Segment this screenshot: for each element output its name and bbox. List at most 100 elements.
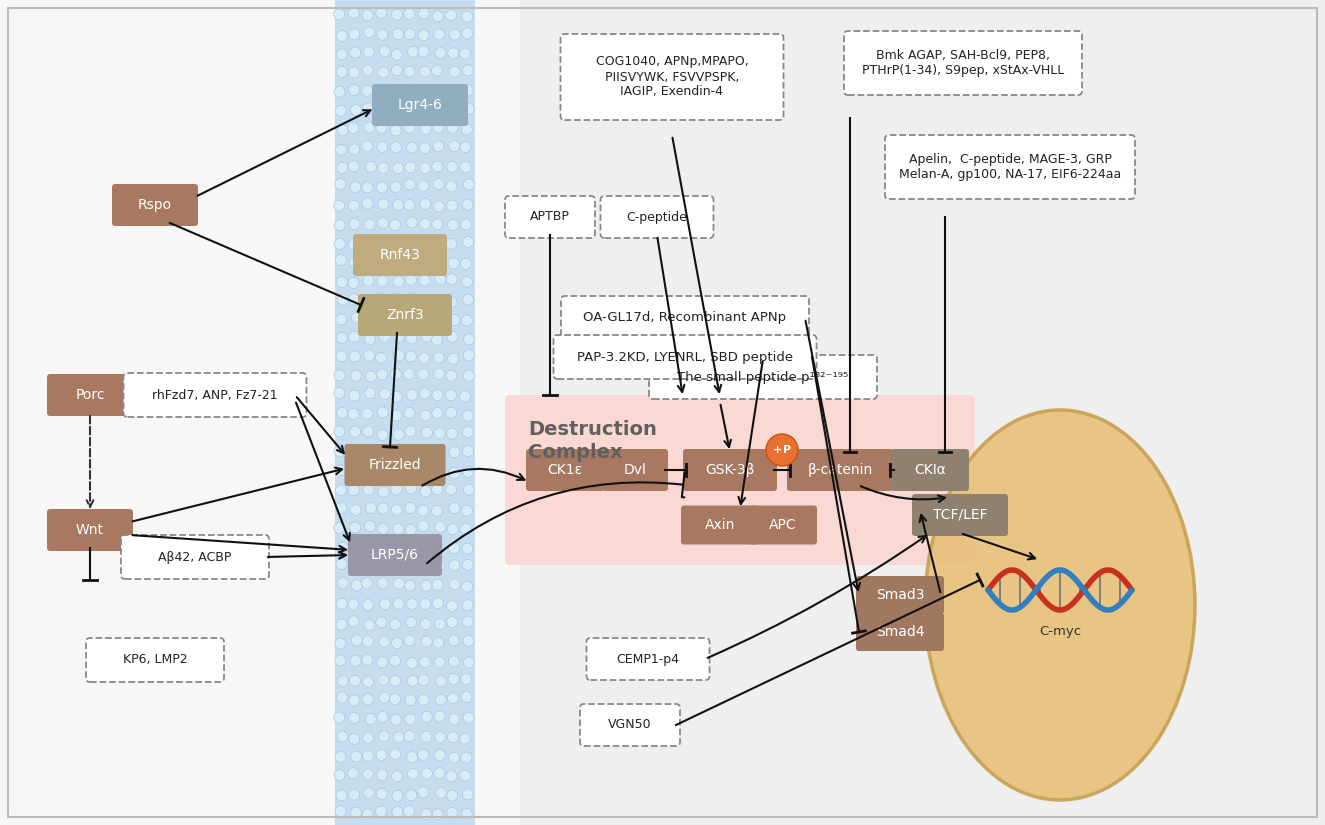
Circle shape [337, 408, 347, 418]
Circle shape [362, 85, 372, 97]
Circle shape [405, 790, 417, 801]
Circle shape [376, 141, 388, 153]
FancyBboxPatch shape [86, 638, 224, 682]
FancyBboxPatch shape [600, 196, 713, 238]
Circle shape [335, 465, 346, 476]
Circle shape [348, 239, 359, 250]
Circle shape [379, 331, 390, 342]
Circle shape [404, 408, 415, 418]
FancyBboxPatch shape [682, 449, 776, 491]
Circle shape [420, 619, 431, 629]
Circle shape [378, 503, 388, 514]
Circle shape [435, 295, 447, 306]
Circle shape [449, 468, 460, 478]
Circle shape [376, 749, 387, 761]
Circle shape [419, 388, 431, 398]
Circle shape [348, 485, 359, 496]
Circle shape [449, 714, 460, 724]
Text: Destruction
Complex: Destruction Complex [527, 420, 657, 463]
Circle shape [348, 408, 359, 420]
Circle shape [350, 445, 360, 456]
FancyBboxPatch shape [505, 395, 975, 565]
Circle shape [464, 370, 474, 381]
Circle shape [363, 27, 375, 38]
Circle shape [337, 620, 347, 630]
Circle shape [447, 332, 458, 342]
Circle shape [420, 219, 431, 229]
Circle shape [407, 389, 417, 400]
Circle shape [337, 351, 347, 361]
Circle shape [420, 143, 431, 153]
Circle shape [421, 711, 432, 722]
Circle shape [435, 236, 447, 247]
Circle shape [404, 122, 415, 134]
Circle shape [362, 10, 374, 21]
FancyBboxPatch shape [681, 506, 759, 544]
Circle shape [337, 31, 347, 41]
Circle shape [335, 484, 346, 496]
Circle shape [462, 427, 473, 437]
Circle shape [433, 560, 445, 572]
FancyBboxPatch shape [554, 335, 816, 379]
Circle shape [460, 733, 470, 744]
Circle shape [350, 465, 360, 476]
Circle shape [433, 201, 444, 212]
Circle shape [391, 182, 401, 192]
Circle shape [351, 105, 362, 116]
Circle shape [445, 370, 457, 381]
Circle shape [404, 369, 415, 380]
Circle shape [376, 7, 387, 18]
Circle shape [405, 617, 416, 628]
Circle shape [376, 182, 387, 193]
Circle shape [421, 314, 432, 324]
Text: PAP-3.2KD, LYENRL, SBD peptide: PAP-3.2KD, LYENRL, SBD peptide [576, 351, 794, 364]
Circle shape [417, 181, 429, 191]
Circle shape [404, 200, 415, 210]
Circle shape [433, 352, 444, 363]
Circle shape [376, 448, 388, 459]
Circle shape [461, 808, 472, 819]
Circle shape [407, 658, 417, 668]
Circle shape [449, 29, 460, 40]
Text: Rspo: Rspo [138, 198, 172, 212]
Circle shape [366, 714, 376, 724]
Circle shape [417, 86, 429, 97]
Circle shape [364, 334, 375, 345]
Circle shape [379, 731, 390, 742]
Circle shape [462, 103, 474, 115]
Circle shape [392, 638, 403, 648]
Circle shape [391, 714, 401, 725]
Circle shape [351, 751, 362, 762]
Circle shape [421, 331, 432, 342]
Circle shape [362, 65, 374, 76]
Circle shape [364, 122, 375, 133]
Circle shape [376, 352, 387, 363]
FancyBboxPatch shape [890, 449, 969, 491]
Circle shape [405, 275, 416, 285]
Circle shape [408, 447, 419, 458]
Circle shape [391, 505, 403, 516]
Circle shape [449, 543, 460, 554]
Circle shape [364, 446, 375, 456]
Text: Znrf3: Znrf3 [386, 308, 424, 322]
Circle shape [348, 161, 359, 172]
Circle shape [376, 789, 387, 799]
Circle shape [460, 258, 472, 269]
Circle shape [432, 103, 443, 115]
Circle shape [462, 199, 473, 210]
FancyBboxPatch shape [885, 135, 1136, 199]
Text: P: P [783, 445, 791, 455]
FancyBboxPatch shape [123, 373, 306, 417]
Circle shape [420, 105, 431, 116]
Circle shape [461, 673, 472, 685]
Circle shape [462, 543, 473, 554]
Circle shape [350, 504, 362, 516]
Circle shape [435, 750, 445, 761]
Circle shape [362, 578, 372, 589]
Circle shape [417, 749, 428, 761]
Circle shape [461, 12, 473, 22]
Circle shape [378, 163, 388, 173]
Circle shape [351, 312, 362, 323]
Circle shape [421, 636, 432, 647]
Circle shape [350, 182, 360, 192]
